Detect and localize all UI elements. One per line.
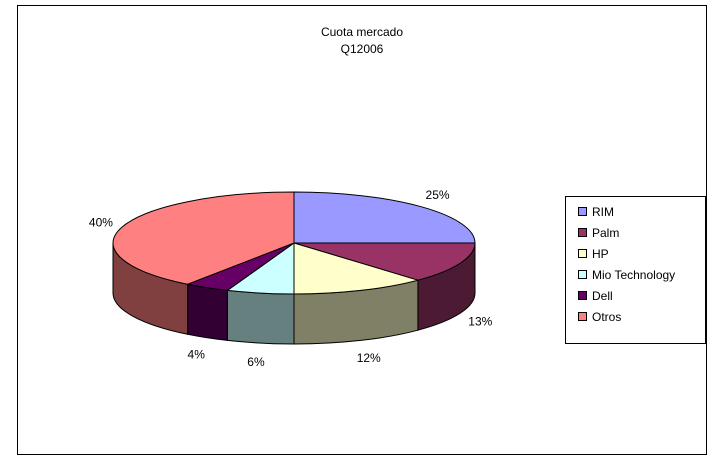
data-labels: 25% 13% 12% 6% 4% 40%: [89, 188, 493, 369]
legend: RIM Palm HP Mio Technology Dell Otros: [565, 196, 706, 344]
pie-plot: 25% 13% 12% 6% 4% 40%: [89, 188, 493, 369]
pie-slice-palm: [293, 242, 476, 281]
pie-side-mio-technology: [226, 289, 295, 345]
legend-swatch: [578, 249, 587, 258]
legend-item-hp: HP: [566, 243, 705, 264]
pie-slice-rim: [293, 191, 476, 244]
chart-area: Cuota mercado Q12006 25% 13% 12% 6% 4% 40% RI…: [17, 5, 707, 455]
legend-item-otros: Otros: [566, 306, 705, 327]
legend-swatch: [578, 291, 587, 300]
data-label-hp: 12%: [357, 351, 381, 365]
legend-label: Palm: [592, 225, 620, 240]
pie-slice-otros: [112, 191, 295, 285]
legend-label: HP: [592, 246, 609, 261]
data-label-dell: 4%: [188, 347, 206, 361]
data-label-palm: 13%: [468, 314, 492, 328]
legend-item-palm: Palm: [566, 222, 705, 243]
legend-swatch: [578, 207, 587, 216]
data-label-rim: 25%: [426, 188, 450, 202]
chart-title-line-2: Q12006: [340, 42, 384, 56]
legend-label: Mio Technology: [592, 267, 676, 282]
legend-label: Otros: [592, 309, 622, 324]
pie-sides: [112, 242, 476, 345]
legend-item-rim: RIM: [566, 201, 705, 222]
legend-item-mio-technology: Mio Technology: [566, 264, 705, 285]
data-label-mio-technology: 6%: [247, 355, 265, 369]
legend-label: RIM: [592, 204, 614, 219]
pie-slices: [112, 191, 476, 295]
pie-side-dell: [187, 283, 228, 341]
legend-swatch: [578, 228, 587, 237]
legend-swatch: [578, 312, 587, 321]
pie-slice-hp: [293, 242, 420, 295]
legend-swatch: [578, 270, 587, 279]
data-label-otros: 40%: [89, 216, 113, 230]
legend-item-dell: Dell: [566, 285, 705, 306]
legend-label: Dell: [592, 288, 613, 303]
chart-title-line-1: Cuota mercado: [320, 25, 404, 39]
chart-title: Cuota mercado Q12006: [18, 24, 706, 58]
